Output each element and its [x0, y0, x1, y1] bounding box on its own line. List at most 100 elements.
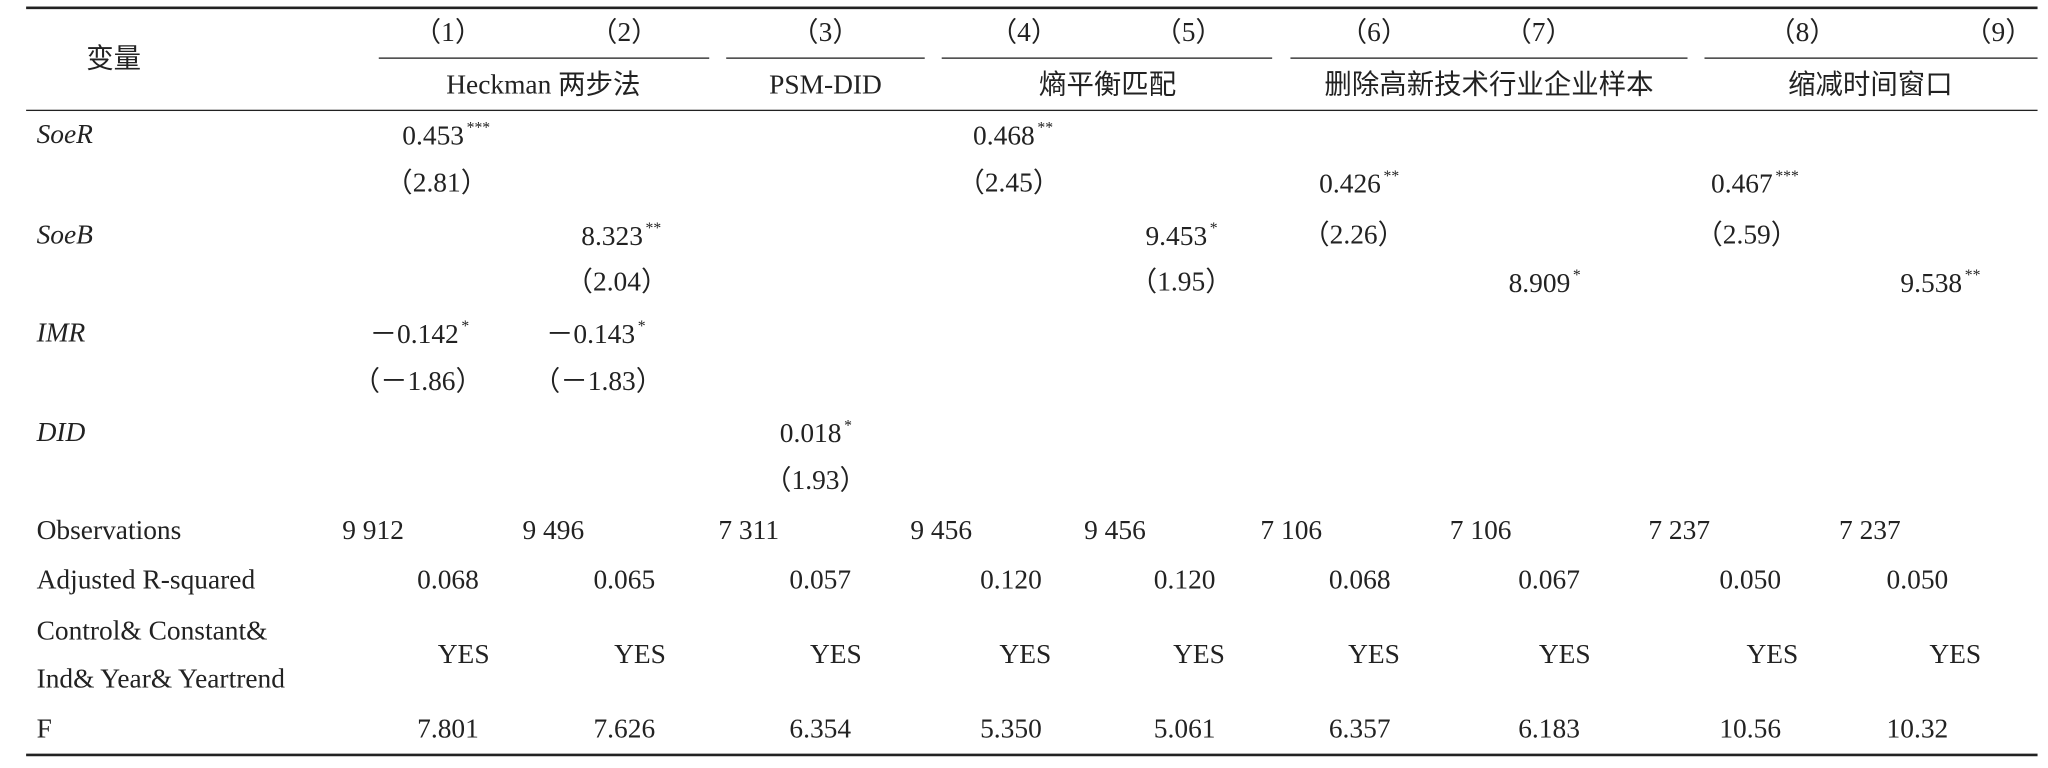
cell-value: 7.801 [417, 712, 479, 744]
cell: 7.626 [593, 712, 656, 744]
cell: 7 106 [1450, 516, 1512, 544]
cell-value: 0.018 [779, 417, 842, 449]
variable-header: 变量 [86, 42, 142, 74]
cell: 0.467 *** [1711, 168, 1799, 198]
cell-value: YES [614, 638, 666, 670]
cell: （2.81） [385, 166, 489, 198]
cell: 0.050 [1719, 566, 1781, 593]
cell-value: －0.142 [369, 318, 459, 350]
cell-value: 0.067 [1518, 563, 1580, 595]
cell-value: 7 237 [1648, 513, 1711, 546]
row-label: F [36, 712, 52, 744]
significance-stars: ** [1964, 265, 1981, 285]
cell-value: （2.04） [565, 265, 669, 298]
group-rule [378, 57, 710, 59]
cell-value: 0.468 [973, 119, 1035, 151]
header-rule [26, 109, 2038, 112]
cell: （1.95） [1130, 268, 1233, 295]
column-number: （4） [989, 16, 1059, 48]
cell: YES [1538, 638, 1591, 670]
group-label: PSM-DID [769, 68, 882, 100]
cell-value: 6.183 [1518, 712, 1580, 744]
cell: 0.057 [789, 566, 851, 593]
row-label: SoeB [36, 218, 93, 251]
cell-value: 9.453 [1145, 220, 1208, 252]
cell: 6.357 [1329, 714, 1391, 742]
cell-value: 5.350 [980, 712, 1042, 744]
cell: 6.354 [789, 712, 852, 744]
cell-value: 0.050 [1719, 563, 1782, 595]
cell-value: YES [1929, 638, 1982, 670]
cell: （2.26） [1302, 221, 1405, 248]
cell: 5.061 [1154, 714, 1216, 742]
cell-value: 7 311 [718, 513, 780, 546]
cell: （1.93） [764, 466, 867, 494]
group-label: 删除高新技术行业企业样本 [1324, 68, 1654, 100]
cell: 7 311 [718, 513, 780, 546]
significance-stars: *** [466, 118, 491, 137]
cell: 7 237 [1839, 513, 1901, 546]
cell: （2.59） [1695, 221, 1798, 248]
significance-stars: * [844, 415, 852, 435]
cell: 7.801 [417, 712, 479, 744]
cell: 7 106 [1260, 516, 1322, 544]
cell: YES [1746, 640, 1798, 668]
cell: 0.468 ** [973, 120, 1053, 150]
cell: 0.065 [593, 566, 655, 593]
row-label: SoeR [36, 118, 93, 150]
cell-value: 9 456 [910, 513, 973, 546]
significance-stars: * [461, 316, 470, 336]
cell: 6.183 [1518, 712, 1580, 744]
column-number: （7） [1504, 16, 1573, 48]
cell: 8.323 ** [581, 220, 661, 250]
cell: YES [1173, 640, 1225, 668]
cell-value: （2.26） [1302, 218, 1406, 251]
cell-value: 0.065 [593, 563, 656, 595]
cell: YES [999, 640, 1051, 668]
group-label: Heckman 两步法 [446, 68, 641, 100]
cell-value: YES [437, 638, 490, 670]
cell: 5.350 [980, 712, 1042, 744]
cell-value: YES [1538, 638, 1591, 670]
cell: －0.143 * [546, 318, 646, 348]
cell-value: 8.323 [581, 220, 643, 252]
cell: －0.142 * [370, 318, 470, 348]
cell-value: 7.626 [593, 712, 656, 744]
cell: （－1.83） [532, 365, 664, 397]
cell-value: （2.81） [385, 166, 489, 198]
cell-value: （－1.83） [532, 365, 664, 397]
cell-value: 9 456 [1084, 513, 1146, 546]
cell-value: 10.32 [1886, 712, 1949, 744]
cell-value: 0.453 [402, 119, 464, 151]
cell: 10.32 [1886, 712, 1949, 744]
significance-stars: * [637, 316, 646, 336]
cell-value: 0.426 [1319, 167, 1381, 200]
cell-value: 8.909 [1508, 267, 1571, 299]
cell-value: 6.354 [789, 712, 852, 744]
cell-value: 7 237 [1839, 513, 1901, 546]
cell: 0.120 [1154, 566, 1216, 593]
cell: （－1.86） [353, 367, 483, 395]
cell: 8.909 * [1509, 267, 1581, 297]
cell-value: 0.467 [1711, 167, 1773, 200]
cell: 0.426 ** [1319, 168, 1399, 198]
cell-value: YES [1348, 638, 1400, 670]
cell: 9.453 * [1145, 220, 1217, 250]
bottom-rule [26, 753, 2038, 757]
cell-value: 10.56 [1719, 712, 1782, 744]
cell-value: 0.120 [1153, 563, 1216, 595]
group-label: 熵平衡匹配 [1039, 68, 1177, 100]
cell-value: 0.120 [980, 563, 1042, 595]
cell-value: （1.95） [1129, 265, 1233, 298]
cell: 9 912 [342, 513, 404, 546]
group-rule [726, 57, 925, 59]
column-number: （2） [590, 16, 659, 48]
cell-value: （2.59） [1695, 218, 1799, 251]
cell: 0.018 * [780, 417, 852, 447]
significance-stars: ** [1383, 166, 1400, 185]
column-number: （3） [791, 16, 860, 48]
significance-stars: ** [645, 218, 662, 238]
cell-value: 9 912 [342, 513, 404, 546]
cell: YES [1929, 638, 1982, 670]
